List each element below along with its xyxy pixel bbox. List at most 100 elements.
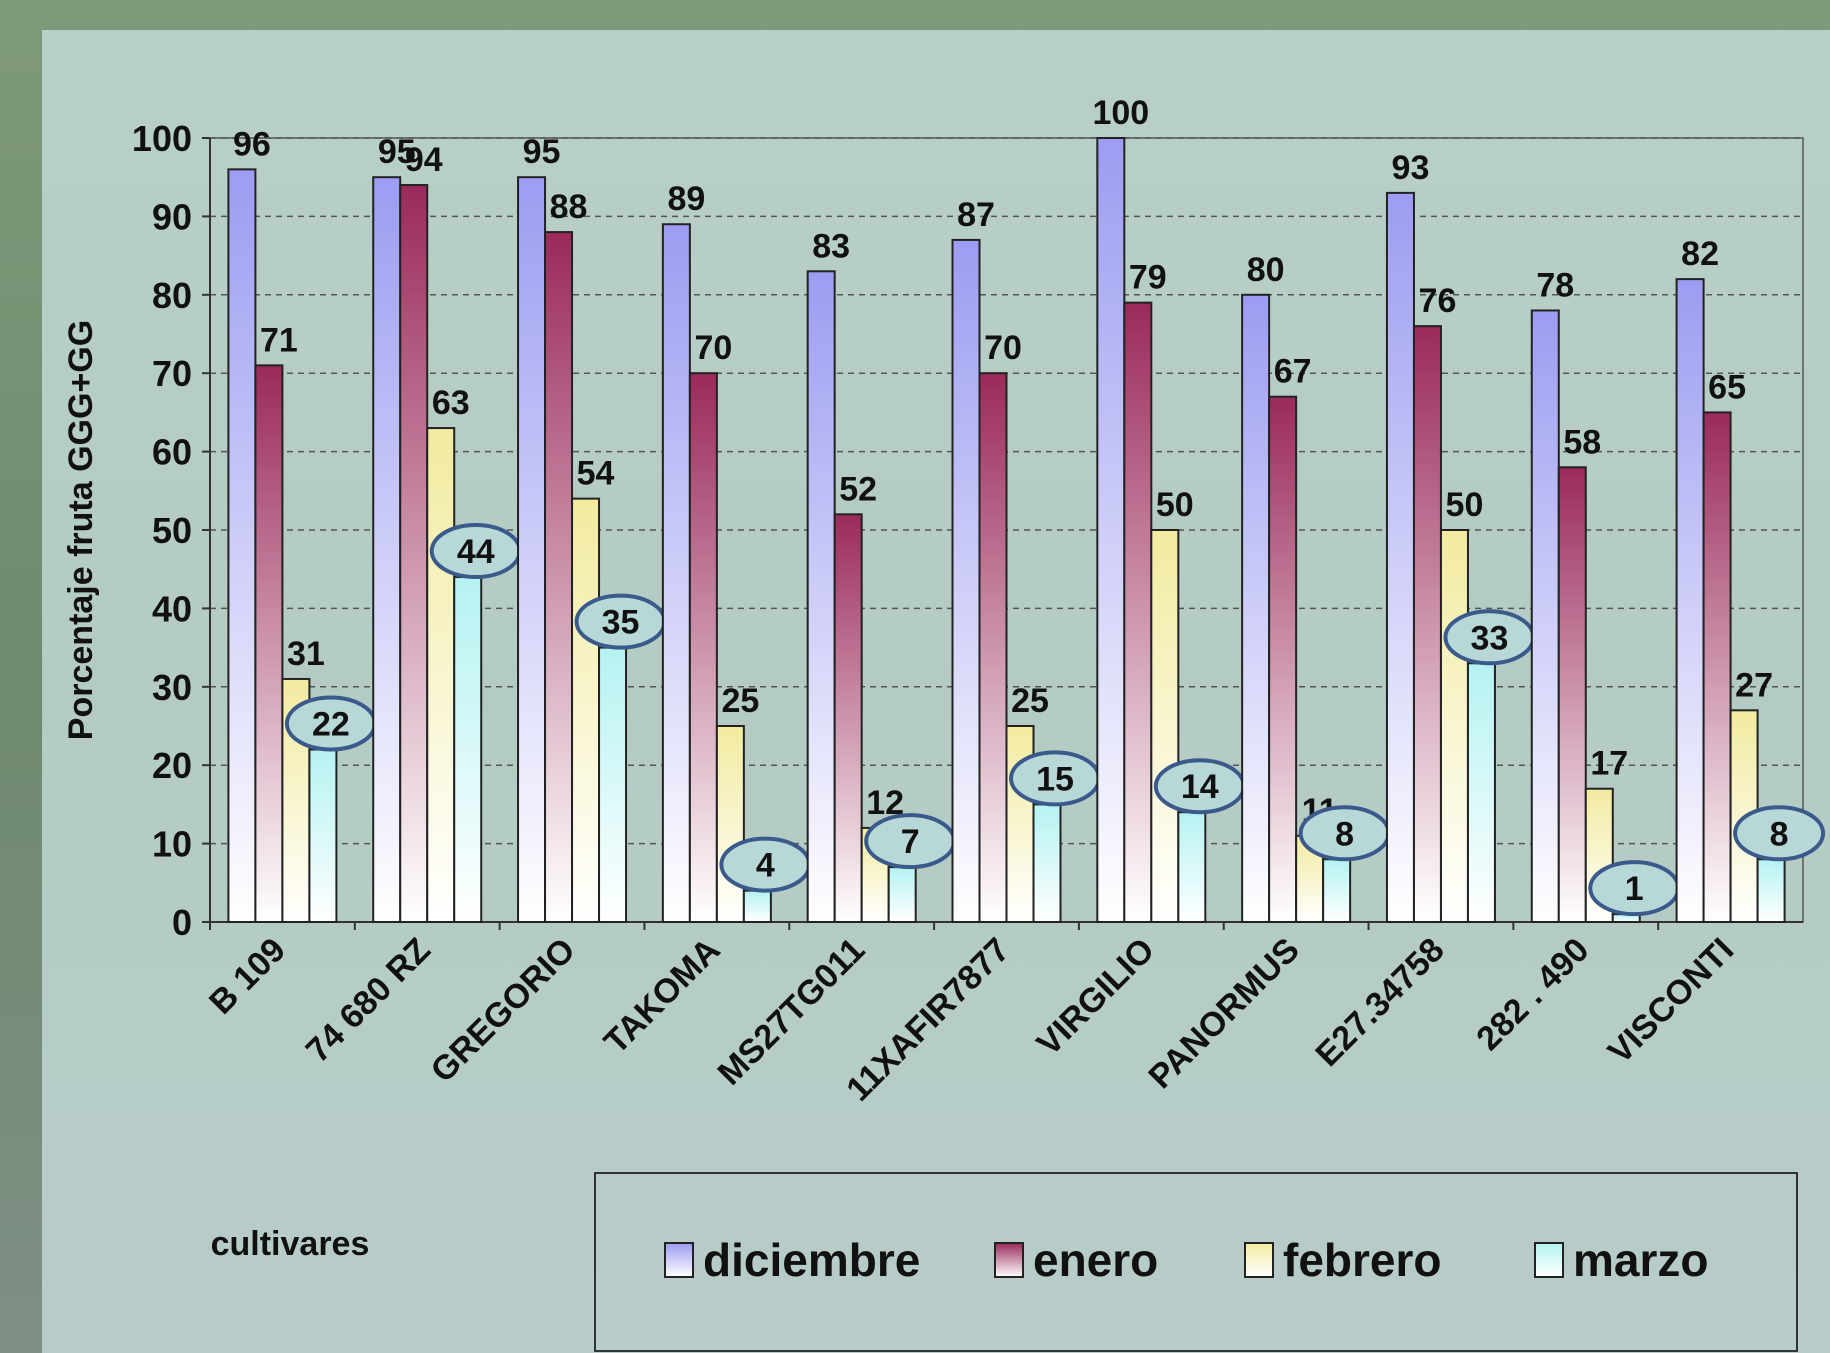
legend-label: enero — [1033, 1234, 1158, 1286]
y-tick-label: 20 — [152, 745, 192, 786]
bar — [1322, 858, 1352, 924]
bar — [1702, 411, 1732, 923]
y-axis-label: Porcentaje fruta GGG+GG — [62, 320, 100, 740]
legend-label: diciembre — [703, 1234, 920, 1286]
bar — [1177, 811, 1207, 923]
data-label: 8 — [1770, 815, 1789, 853]
data-label: 88 — [550, 188, 588, 226]
data-label: 54 — [577, 455, 615, 493]
data-label: 100 — [1092, 94, 1149, 132]
y-tick-label: 0 — [172, 902, 192, 943]
bar — [715, 725, 745, 923]
data-label: 63 — [432, 384, 470, 422]
data-label: 87 — [957, 196, 995, 234]
bar — [1268, 395, 1298, 924]
bar — [661, 223, 691, 924]
bar — [254, 364, 284, 923]
bar — [308, 748, 338, 924]
data-label: 78 — [1536, 266, 1574, 304]
bar — [598, 646, 628, 923]
data-label: 58 — [1563, 423, 1601, 461]
data-label: 4 — [756, 847, 775, 885]
data-label: 15 — [1036, 760, 1074, 798]
bar — [517, 176, 547, 923]
data-label: 89 — [667, 180, 705, 218]
bar — [372, 176, 402, 923]
data-label: 76 — [1419, 282, 1457, 320]
label-ellipse — [1733, 805, 1826, 862]
data-label: 70 — [694, 329, 732, 367]
data-label: 71 — [260, 321, 298, 359]
y-tick-label: 70 — [152, 353, 192, 394]
bar — [1675, 278, 1705, 923]
bar — [227, 168, 257, 924]
bar — [742, 889, 772, 924]
legend-swatch — [1534, 1242, 1564, 1278]
bar — [453, 576, 483, 923]
y-tick-label: 100 — [132, 118, 192, 159]
data-label: 7 — [901, 823, 920, 861]
bar — [1096, 137, 1126, 923]
y-tick-label: 80 — [152, 275, 192, 316]
bar — [1150, 529, 1180, 923]
data-label: 83 — [812, 227, 850, 265]
bar — [688, 372, 718, 923]
bar — [1123, 301, 1153, 923]
data-label: 31 — [287, 635, 325, 673]
data-label: 67 — [1274, 353, 1312, 391]
legend-swatch — [1244, 1242, 1274, 1278]
data-label: 93 — [1392, 149, 1430, 187]
legend-label: marzo — [1573, 1234, 1708, 1286]
bar — [1241, 293, 1271, 923]
bar — [426, 427, 456, 923]
bar — [1412, 325, 1442, 924]
bar — [978, 372, 1008, 923]
legend-box — [594, 1172, 1798, 1352]
data-label: 94 — [405, 141, 443, 179]
data-label: 27 — [1735, 666, 1773, 704]
data-label: 14 — [1181, 768, 1219, 806]
bar — [544, 231, 574, 923]
bar — [1756, 858, 1786, 924]
data-label: 1 — [1625, 870, 1644, 908]
y-tick-label: 10 — [152, 824, 192, 865]
bar — [806, 270, 836, 923]
data-label: 50 — [1156, 486, 1194, 524]
data-label: 25 — [1011, 682, 1049, 720]
data-label: 79 — [1129, 259, 1167, 297]
bar — [1439, 529, 1469, 923]
data-label: 17 — [1590, 745, 1628, 783]
data-label: 95 — [523, 133, 561, 171]
data-label: 50 — [1446, 486, 1484, 524]
data-label: 80 — [1247, 251, 1285, 289]
data-label: 82 — [1681, 235, 1719, 273]
data-label: 70 — [984, 329, 1022, 367]
bar — [1530, 309, 1560, 924]
data-label: 52 — [839, 470, 877, 508]
bar — [833, 513, 863, 923]
data-label: 44 — [457, 533, 495, 571]
bar — [1385, 191, 1415, 923]
y-tick-label: 90 — [152, 196, 192, 237]
data-label: 33 — [1471, 619, 1509, 657]
y-tick-label: 40 — [152, 588, 192, 629]
legend-swatch — [664, 1242, 694, 1278]
legend-swatch — [994, 1242, 1024, 1278]
data-label: 22 — [312, 706, 350, 744]
data-label: 8 — [1335, 815, 1354, 853]
data-label: 65 — [1708, 368, 1746, 406]
y-tick-label: 50 — [152, 510, 192, 551]
bar — [951, 238, 981, 924]
legend-label: febrero — [1283, 1234, 1441, 1286]
bar — [887, 866, 917, 923]
x-axis-label: cultivares — [211, 1225, 370, 1263]
bar — [1466, 662, 1496, 924]
bar — [571, 497, 601, 923]
y-tick-label: 60 — [152, 432, 192, 473]
bar — [1557, 466, 1587, 923]
data-label: 25 — [721, 682, 759, 720]
y-tick-label: 30 — [152, 667, 192, 708]
bar — [1032, 803, 1062, 924]
